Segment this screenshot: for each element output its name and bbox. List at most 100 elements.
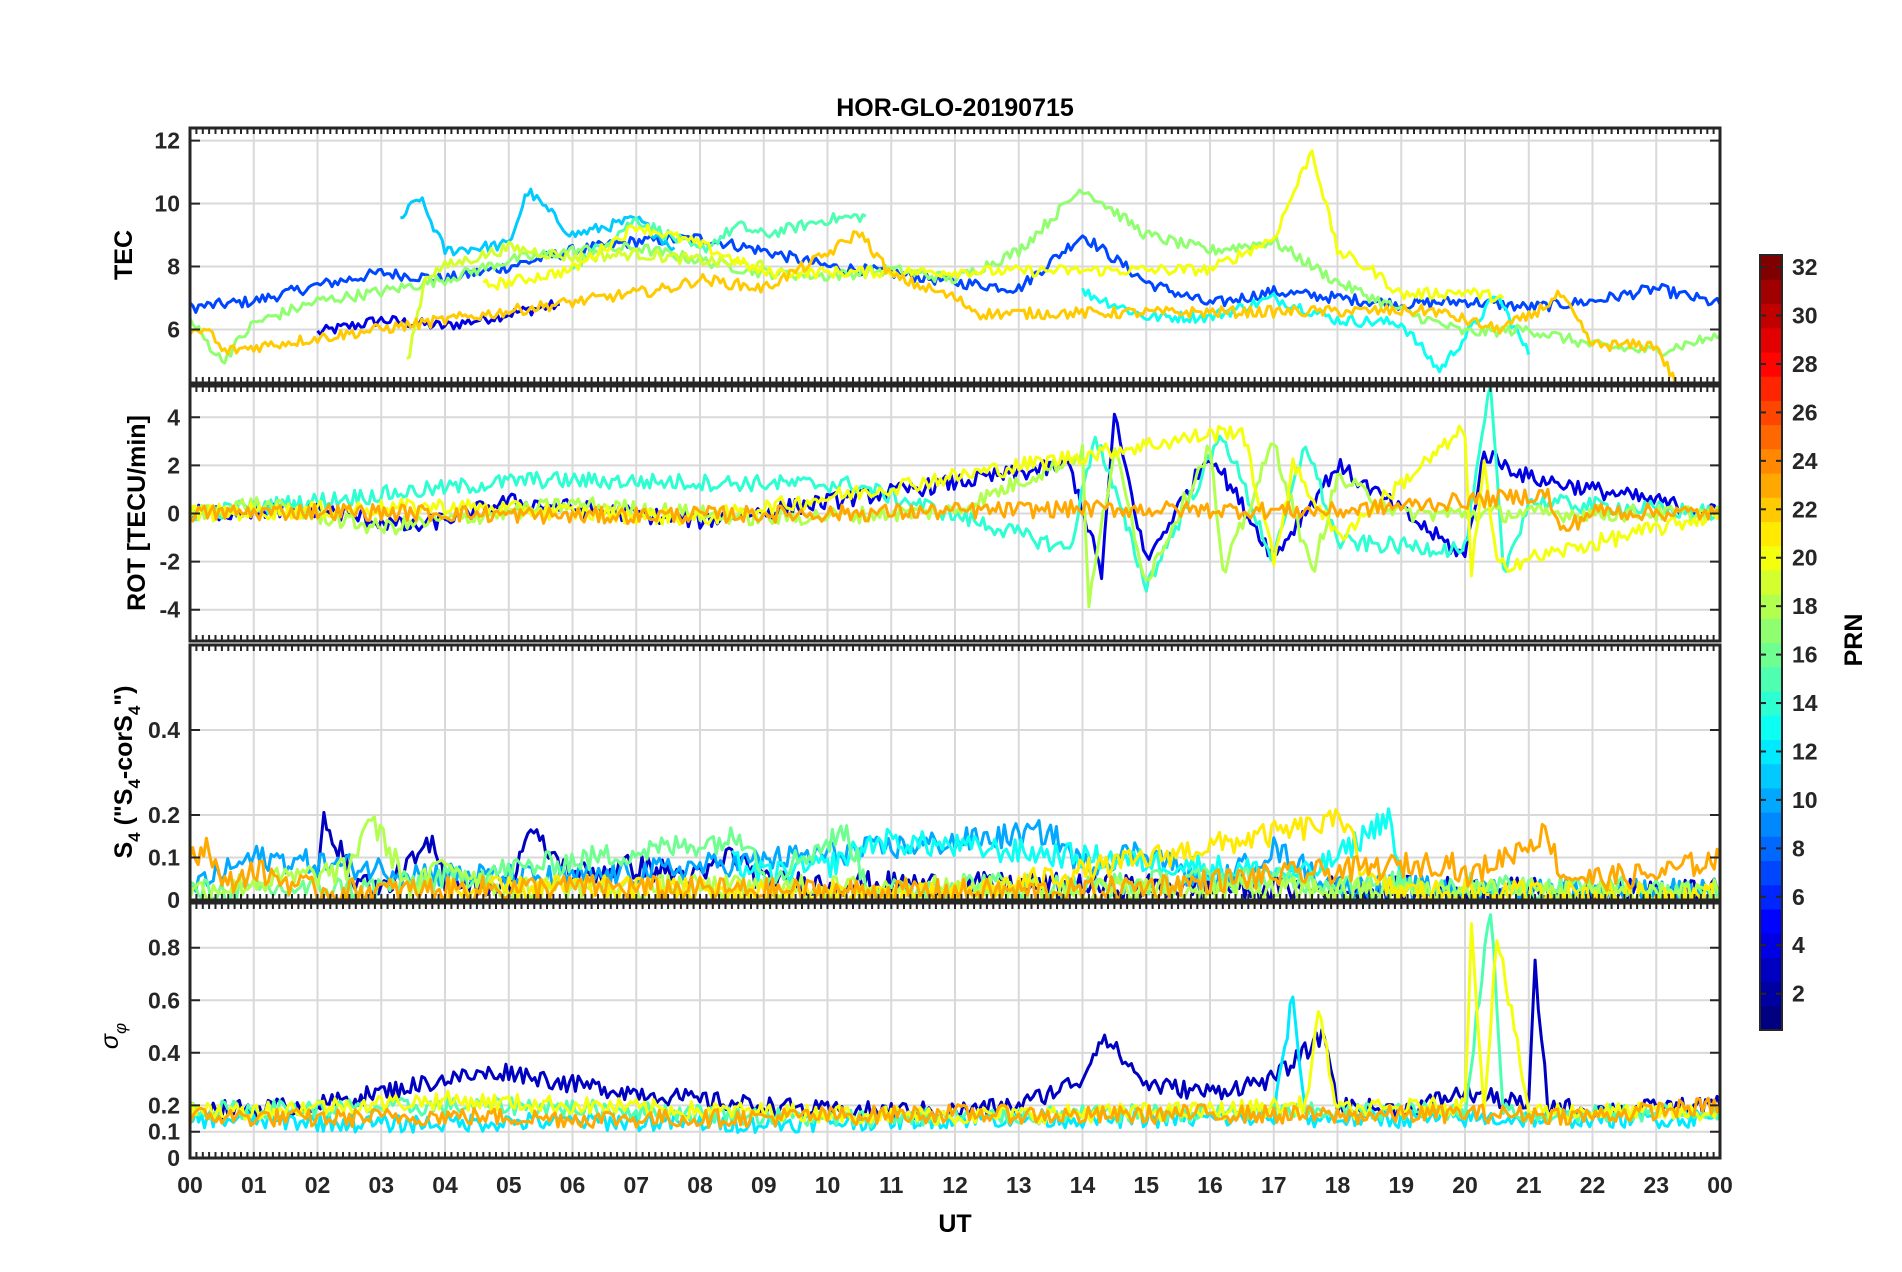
colorbar-bin <box>1760 715 1782 740</box>
y-tick-label: 0 <box>167 1145 180 1171</box>
x-tick-label: 21 <box>1516 1172 1542 1198</box>
y-tick-label: 0.2 <box>148 1092 180 1118</box>
y-ticks <box>190 946 1720 1159</box>
sigma-phi-panel: 00.10.2 0.4 0.6 0.8 <box>148 901 1722 1171</box>
series-group <box>190 913 1720 1134</box>
colorbar-bin <box>1760 255 1782 280</box>
colorbar-bin <box>1760 666 1782 692</box>
y-tick-label: 0.2 <box>148 802 180 828</box>
y-tick-label: 0 <box>167 887 180 913</box>
colorbar-bin <box>1760 448 1782 474</box>
colorbar-bin <box>1760 957 1782 983</box>
colorbar-bin <box>1760 981 1782 1007</box>
colorbar-bin <box>1760 787 1782 813</box>
series-prn-21 <box>443 808 1720 900</box>
colorbar-tick-label: 8 <box>1792 835 1805 861</box>
series-group <box>190 149 1720 383</box>
colorbar-bin <box>1760 690 1782 716</box>
series-prn-13 <box>730 807 1403 885</box>
colorbar-bin <box>1760 884 1782 910</box>
y-ticks <box>190 729 1720 901</box>
y-tick-label: 12 <box>154 128 180 154</box>
chart-title: HOR-GLO-20190715 <box>836 94 1074 122</box>
colorbar-tick-label: 6 <box>1792 884 1805 910</box>
y-tick-label: 0.4 <box>148 717 180 743</box>
colorbar-tick-label: 14 <box>1792 690 1818 716</box>
colorbar-bin <box>1760 376 1782 401</box>
colorbar-bin <box>1760 739 1782 765</box>
y-tick-label: 4 <box>167 404 180 430</box>
colorbar-tick-label: 12 <box>1792 738 1818 764</box>
s4-axis-label: S4 ("S4-corS4") <box>110 686 144 859</box>
y-tick-label: 0.6 <box>148 987 180 1013</box>
colorbar-bin <box>1760 812 1782 837</box>
series-prn-22 <box>190 230 1677 383</box>
colorbar-bin <box>1760 594 1782 619</box>
colorbar-tick-label: 4 <box>1792 932 1805 958</box>
colorbar-tick-label: 2 <box>1792 981 1805 1007</box>
series-prn-20 <box>190 922 1720 1126</box>
minor-ticks <box>189 903 1721 1158</box>
minor-ticks <box>189 128 1721 383</box>
y-tick-label: 6 <box>167 316 180 342</box>
x-tick-label: 07 <box>623 1172 649 1198</box>
x-tick-label: 04 <box>432 1172 458 1198</box>
x-tick-label: 00 <box>1707 1172 1733 1198</box>
colorbar-bin <box>1760 1005 1782 1031</box>
minor-ticks <box>189 386 1721 641</box>
x-tick-label: 12 <box>942 1172 968 1198</box>
y-tick-label: 2 <box>167 452 180 478</box>
colorbar-tick-label: 32 <box>1792 254 1818 280</box>
colorbar-bin <box>1760 351 1782 377</box>
colorbar-bin <box>1760 618 1782 644</box>
x-tick-label: 23 <box>1643 1172 1669 1198</box>
colorbar-bin <box>1760 497 1782 523</box>
y-ticks <box>190 139 1720 331</box>
series-group <box>190 386 1720 609</box>
rot-axis-label: ROT [TECU/min] <box>123 415 151 611</box>
x-tick-label: 11 <box>879 1172 904 1198</box>
x-tick-label: 06 <box>560 1172 586 1198</box>
series-prn-23 <box>190 487 1720 532</box>
colorbar-frame <box>1759 254 1783 1031</box>
colorbar-bin <box>1760 424 1782 450</box>
x-axis-label: UT <box>938 1210 971 1238</box>
x-tick-label: 03 <box>368 1172 394 1198</box>
colorbar-bin <box>1760 472 1782 498</box>
colorbar-tick-label: 10 <box>1792 787 1818 813</box>
y-tick-label: 10 <box>154 191 180 217</box>
colorbar-bin <box>1760 763 1782 789</box>
series-prn-23 <box>190 1096 1720 1129</box>
x-tick-labels: 00 01 02 03 04 05 06 07 08 09 10 11 12 13 14 15 16 17 18 19… <box>177 1172 1733 1198</box>
y-tick-label: 0.1 <box>148 845 180 871</box>
colorbar-tick-label: 30 <box>1792 303 1818 329</box>
sigma-phi-axis-label: σφ <box>96 1023 130 1049</box>
x-tick-label: 16 <box>1197 1172 1223 1198</box>
series-prn-11 <box>400 187 676 257</box>
colorbar-bin <box>1760 400 1782 426</box>
s4-label-s: S <box>110 842 138 859</box>
x-tick-label: 10 <box>815 1172 841 1198</box>
series-prn-19 <box>406 240 766 360</box>
x-tick-label: 13 <box>1006 1172 1032 1198</box>
x-tick-label: 17 <box>1261 1172 1287 1198</box>
rot-panel: -4 -2 0 2 4 <box>160 384 1722 643</box>
tec-panel: 6 8 10 12 <box>154 126 1722 385</box>
colorbar-bin <box>1760 279 1782 305</box>
colorbar-bin <box>1760 908 1782 934</box>
x-tick-label: 01 <box>241 1172 267 1198</box>
colorbar-tick-label: 16 <box>1792 642 1818 668</box>
tec-axis-label: TEC <box>110 230 138 280</box>
colorbar-bin <box>1760 860 1782 886</box>
x-tick-label: 15 <box>1133 1172 1159 1198</box>
colorbar-bin <box>1760 521 1782 547</box>
s4-panel: 0 0.1 0.2 0.4 <box>148 643 1722 913</box>
colorbar-bin <box>1760 642 1782 668</box>
colorbar-bin <box>1760 327 1782 353</box>
colorbar-label: PRN <box>1840 614 1868 667</box>
series-prn-4 <box>190 412 1720 581</box>
colorbar-bin <box>1760 303 1782 329</box>
y-tick-label: -4 <box>160 597 181 623</box>
colorbar-bin <box>1760 933 1782 958</box>
